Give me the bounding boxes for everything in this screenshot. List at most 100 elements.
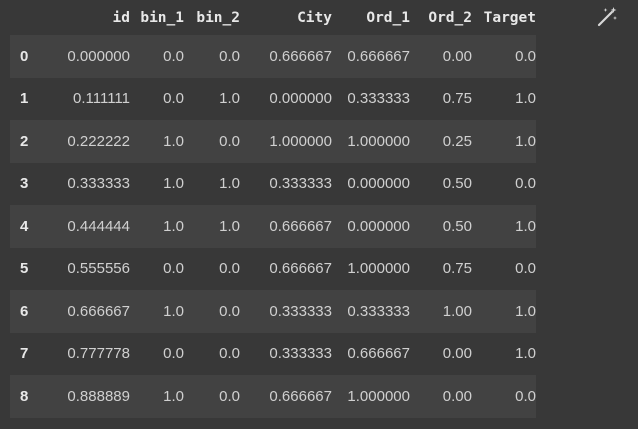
cell-bin-2: 0.0 bbox=[219, 260, 240, 278]
cell-ord-1: 0.666667 bbox=[347, 47, 410, 65]
table-row: 7 0.777778 0.0 0.0 0.333333 0.666667 0.00 1.0 bbox=[10, 333, 536, 376]
cell-id: 0.555556 bbox=[67, 260, 130, 278]
cell-id: 0.111111 bbox=[73, 90, 130, 108]
cell-ord-1: 0.000000 bbox=[347, 175, 410, 193]
table-row: 0 0.000000 0.0 0.0 0.666667 0.666667 0.00 0.0 bbox=[10, 35, 536, 78]
cell-city: 0.333333 bbox=[269, 345, 332, 363]
cell-city: 0.333333 bbox=[269, 302, 332, 320]
cell-bin-1: 1.0 bbox=[163, 302, 184, 320]
cell-bin-2: 1.0 bbox=[219, 217, 240, 235]
cell-ord-2: 0.75 bbox=[442, 260, 472, 278]
cell-bin-1: 0.0 bbox=[163, 345, 184, 363]
column-header-id: id bbox=[112, 9, 130, 26]
cell-city: 1.000000 bbox=[269, 132, 332, 150]
cell-city: 0.666667 bbox=[269, 387, 332, 405]
cell-ord-2: 0.00 bbox=[442, 47, 472, 65]
cell-id: 0.000000 bbox=[67, 47, 130, 65]
column-header-ord-2: Ord_2 bbox=[428, 9, 472, 26]
cell-target: 0.0 bbox=[515, 47, 536, 65]
cell-target: 0.0 bbox=[515, 260, 536, 278]
cell-ord-1: 0.333333 bbox=[347, 302, 410, 320]
row-index: 8 bbox=[20, 387, 29, 405]
cell-city: 0.666667 bbox=[269, 47, 332, 65]
cell-ord-2: 0.00 bbox=[442, 345, 472, 363]
row-index: 5 bbox=[20, 260, 29, 278]
cell-city: 0.666667 bbox=[269, 217, 332, 235]
cell-bin-2: 0.0 bbox=[219, 47, 240, 65]
column-header-target: Target bbox=[483, 9, 536, 26]
cell-bin-2: 1.0 bbox=[219, 90, 240, 108]
cell-city: 0.666667 bbox=[269, 260, 332, 278]
row-index: 2 bbox=[20, 132, 29, 150]
cell-bin-2: 0.0 bbox=[219, 132, 240, 150]
cell-bin-1: 0.0 bbox=[163, 47, 184, 65]
cell-ord-1: 1.000000 bbox=[347, 387, 410, 405]
table-row: 4 0.444444 1.0 1.0 0.666667 0.000000 0.50 1.0 bbox=[10, 205, 536, 248]
row-index: 0 bbox=[20, 47, 29, 65]
cell-ord-1: 0.666667 bbox=[347, 345, 410, 363]
row-index: 9 bbox=[10, 418, 44, 429]
cell-bin-1: 0.0 bbox=[130, 418, 184, 429]
cell-target: 0.0 bbox=[472, 418, 536, 429]
table-row: 2 0.222222 1.0 0.0 1.000000 1.000000 0.25 1.0 bbox=[10, 120, 536, 163]
cell-target: 1.0 bbox=[515, 132, 536, 150]
cell-ord-2: 0.50 bbox=[442, 217, 472, 235]
column-header-city: City bbox=[297, 9, 332, 26]
cell-bin-2: 0.0 bbox=[219, 302, 240, 320]
cell-id: 0.666667 bbox=[67, 302, 130, 320]
cell-ord-1: 1.000000 bbox=[347, 132, 410, 150]
cell-ord-2: 0.25 bbox=[442, 132, 472, 150]
cell-ord-1: 0.000000 bbox=[347, 217, 410, 235]
dataframe-table: id bin_1 bin_2 City Ord_1 Ord_2 Target 0… bbox=[10, 0, 536, 429]
cell-target: 1.0 bbox=[515, 345, 536, 363]
cell-target: 1.0 bbox=[515, 90, 536, 108]
cell-bin-1: 1.0 bbox=[163, 387, 184, 405]
cell-bin-1: 1.0 bbox=[163, 217, 184, 235]
table-row: 8 0.888889 1.0 0.0 0.666667 1.000000 0.00 0.0 bbox=[10, 375, 536, 418]
table-row: 6 0.666667 1.0 0.0 0.333333 0.333333 1.00 1.0 bbox=[10, 290, 536, 333]
dataframe-output: id bin_1 bin_2 City Ord_1 Ord_2 Target 0… bbox=[10, 0, 536, 429]
cell-city: 0.000000 bbox=[269, 90, 332, 108]
row-index: 6 bbox=[20, 302, 29, 320]
table-row: 5 0.555556 0.0 0.0 0.666667 1.000000 0.75 0.0 bbox=[10, 248, 536, 291]
column-header-bin-2: bin_2 bbox=[196, 9, 240, 26]
cell-bin-1: 1.0 bbox=[163, 175, 184, 193]
cell-target: 0.0 bbox=[515, 387, 536, 405]
cell-ord-2: 0.50 bbox=[442, 175, 472, 193]
cell-id: 0.777778 bbox=[67, 345, 130, 363]
cell-bin-1: 0.0 bbox=[163, 260, 184, 278]
cell-target: 1.0 bbox=[515, 217, 536, 235]
cell-city: 0.666667 bbox=[240, 418, 332, 429]
magic-wand-button[interactable] bbox=[592, 4, 622, 34]
column-header-ord-1: Ord_1 bbox=[366, 9, 410, 26]
row-index: 7 bbox=[20, 345, 29, 363]
row-index: 3 bbox=[20, 175, 29, 193]
cell-id: 1.000000 bbox=[44, 418, 130, 429]
table-row: 3 0.333333 1.0 1.0 0.333333 0.000000 0.50 0.0 bbox=[10, 163, 536, 206]
header-row: id bin_1 bin_2 City Ord_1 Ord_2 Target bbox=[10, 0, 536, 35]
row-index: 1 bbox=[20, 90, 29, 108]
cell-bin-2: 0.0 bbox=[219, 345, 240, 363]
cell-ord-1: 0.333333 bbox=[347, 90, 410, 108]
cell-id: 0.444444 bbox=[67, 217, 130, 235]
cell-target: 1.0 bbox=[515, 302, 536, 320]
cell-ord-2: 0.75 bbox=[442, 90, 472, 108]
cell-bin-2: 1.0 bbox=[219, 175, 240, 193]
cell-city: 0.333333 bbox=[269, 175, 332, 193]
cell-id: 0.333333 bbox=[67, 175, 130, 193]
cell-bin-1: 0.0 bbox=[163, 90, 184, 108]
cell-bin-2: 1.0 bbox=[184, 418, 240, 429]
cell-ord-1: 1.000000 bbox=[347, 260, 410, 278]
cell-id: 0.222222 bbox=[67, 132, 130, 150]
cell-ord-1: 0.333333 bbox=[332, 418, 410, 429]
column-header-bin-1: bin_1 bbox=[140, 9, 184, 26]
magic-wand-icon bbox=[595, 5, 619, 34]
cell-ord-2: 0.00 bbox=[442, 387, 472, 405]
cell-target: 0.0 bbox=[515, 175, 536, 193]
cell-id: 0.888889 bbox=[67, 387, 130, 405]
table-row: 1 0.111111 0.0 1.0 0.000000 0.333333 0.75 1.0 bbox=[10, 78, 536, 121]
cell-bin-2: 0.0 bbox=[219, 387, 240, 405]
row-index: 4 bbox=[20, 217, 29, 235]
cell-bin-1: 1.0 bbox=[163, 132, 184, 150]
